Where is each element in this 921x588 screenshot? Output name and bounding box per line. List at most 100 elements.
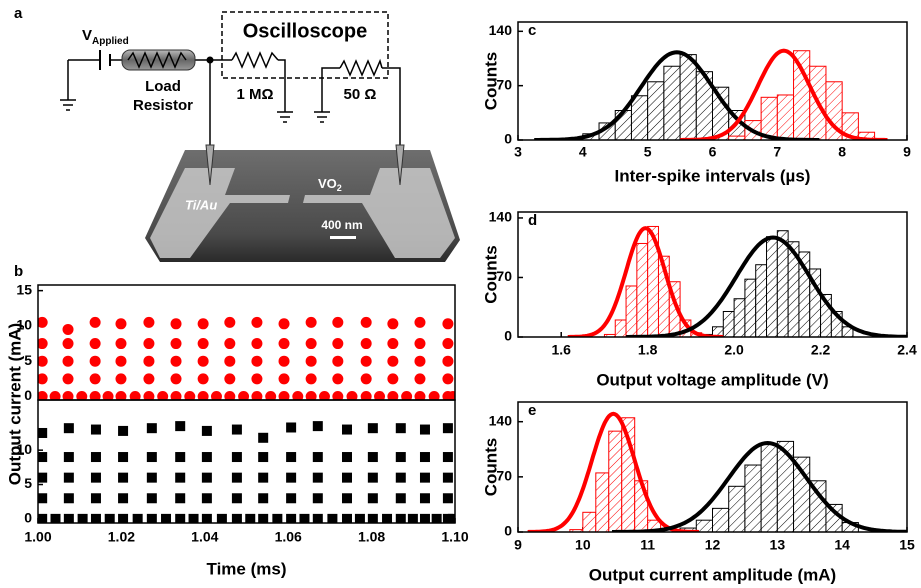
plot-frame xyxy=(517,211,908,338)
point xyxy=(118,493,129,504)
point xyxy=(258,432,269,443)
histogram-bar xyxy=(776,94,795,140)
fit-curve xyxy=(612,440,907,532)
point xyxy=(419,452,430,463)
chart-panel: 1.00 1.02 1.04 1.06 1.08 1.10 0 5 10 15 0 5 10 Time (… xyxy=(5,263,468,579)
point xyxy=(170,373,182,385)
point xyxy=(312,452,323,463)
point xyxy=(431,513,442,523)
point xyxy=(161,513,172,523)
panel-label: c xyxy=(528,22,536,39)
point xyxy=(286,493,297,504)
point xyxy=(231,493,242,504)
point xyxy=(231,452,242,463)
point xyxy=(341,424,352,435)
series-group xyxy=(567,225,907,337)
battery xyxy=(99,50,111,70)
point xyxy=(360,390,372,400)
x-tick-label: 9 xyxy=(514,537,522,553)
point xyxy=(332,355,344,367)
point xyxy=(157,390,169,400)
point xyxy=(62,323,74,335)
series-group xyxy=(38,316,455,400)
fit-curve xyxy=(567,226,724,337)
device-label: VO2 xyxy=(318,176,342,193)
point xyxy=(251,355,263,367)
histogram-bar xyxy=(728,485,746,532)
point xyxy=(90,513,101,523)
fit-curve xyxy=(626,235,907,337)
point xyxy=(312,421,323,432)
chart-panel: 3 4 5 6 7 8 9 0 70 140 Inter-spike intervals (µs) C… xyxy=(481,21,911,185)
point xyxy=(278,373,290,385)
point xyxy=(407,513,418,523)
point xyxy=(175,493,186,504)
point xyxy=(387,338,399,350)
point xyxy=(251,373,263,385)
x-tick-label: 9 xyxy=(903,144,911,160)
panel-label: b xyxy=(14,263,23,280)
point xyxy=(89,373,101,385)
point xyxy=(115,373,127,385)
point xyxy=(115,390,127,400)
point xyxy=(428,390,440,400)
point xyxy=(238,390,250,400)
histogram-bar xyxy=(712,507,730,532)
histogram-bar xyxy=(636,242,649,337)
point xyxy=(38,390,48,400)
point xyxy=(312,513,323,523)
point xyxy=(442,355,454,367)
histogram-bar xyxy=(614,319,627,337)
point xyxy=(360,373,372,385)
x-axis-label: Time (ms) xyxy=(207,559,287,578)
point xyxy=(332,390,344,400)
point xyxy=(118,513,129,523)
load-label: Resistor xyxy=(133,97,193,114)
histogram-bar xyxy=(755,264,768,337)
point xyxy=(305,373,317,385)
panel-label: d xyxy=(528,212,537,229)
point xyxy=(231,424,242,435)
plot-frame xyxy=(37,399,456,524)
y-tick-label: 140 xyxy=(489,412,513,428)
x-tick-label: 1.8 xyxy=(638,342,658,358)
point xyxy=(258,452,269,463)
point xyxy=(38,316,48,328)
point xyxy=(251,390,263,400)
point xyxy=(442,423,453,434)
point xyxy=(170,318,182,330)
point xyxy=(89,390,101,400)
r1-label: 1 MΩ xyxy=(236,86,273,103)
point xyxy=(360,338,372,350)
x-tick-label: 2.2 xyxy=(811,342,831,358)
point xyxy=(387,373,399,385)
source-subscript: Applied xyxy=(92,36,129,47)
x-axis-label: Output current amplitude (mA) xyxy=(589,565,836,584)
point xyxy=(367,513,378,523)
y-axis-label: Counts xyxy=(481,245,500,304)
point xyxy=(89,338,101,350)
point xyxy=(201,513,212,523)
point xyxy=(38,373,48,385)
y-tick-label: 5 xyxy=(24,352,32,368)
point xyxy=(224,355,236,367)
point xyxy=(49,390,61,400)
point xyxy=(442,513,453,523)
point xyxy=(146,513,157,523)
point xyxy=(224,316,236,328)
histogram-bar xyxy=(663,65,681,140)
point xyxy=(38,355,48,367)
y-tick-label: 140 xyxy=(489,209,513,225)
point xyxy=(118,425,129,436)
node xyxy=(206,56,214,64)
histogram-bar xyxy=(744,464,762,532)
histogram-bar xyxy=(830,310,843,337)
point xyxy=(387,355,399,367)
point xyxy=(341,493,352,504)
point xyxy=(170,338,182,350)
y-tick-label: 10 xyxy=(16,317,32,333)
point xyxy=(442,452,453,463)
point xyxy=(318,390,330,400)
wire xyxy=(60,59,401,145)
